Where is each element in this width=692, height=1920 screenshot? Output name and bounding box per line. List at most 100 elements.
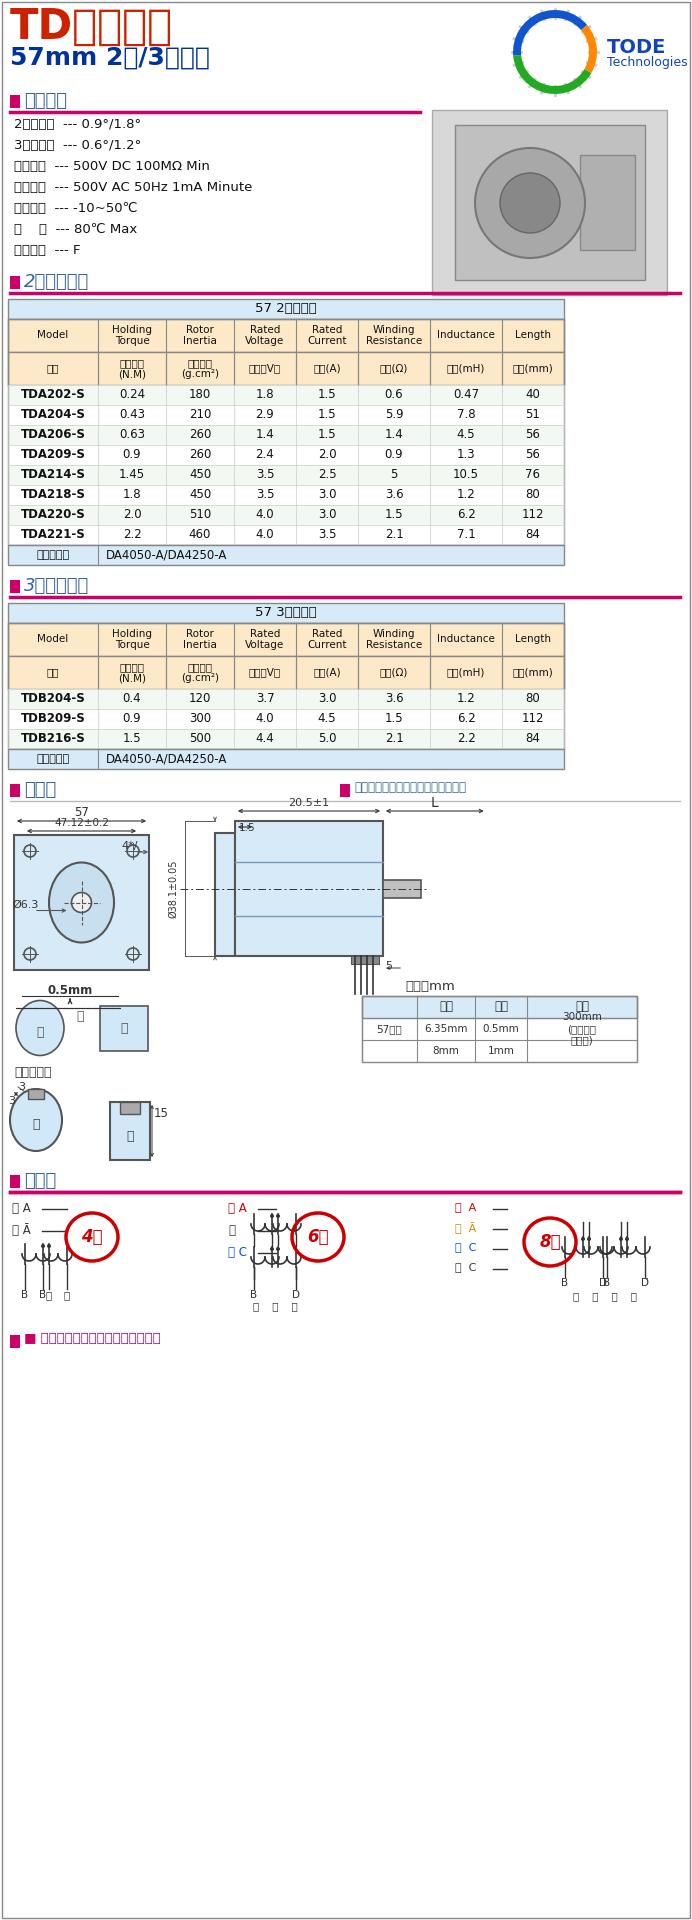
Text: 1.5: 1.5	[318, 409, 336, 422]
Text: 1.3: 1.3	[457, 449, 475, 461]
Text: ■ 具体手册资料可联系销售人员发送: ■ 具体手册资料可联系销售人员发送	[24, 1332, 161, 1346]
Text: 型號: 型號	[47, 668, 60, 678]
Text: 0.4: 0.4	[122, 693, 141, 705]
Text: 510: 510	[189, 509, 211, 522]
Text: 接線圖: 接線圖	[24, 1171, 56, 1190]
Text: B: B	[251, 1290, 257, 1300]
Text: 300mm
(特殊長度
可定制): 300mm (特殊長度 可定制)	[562, 1012, 602, 1046]
Circle shape	[581, 1236, 585, 1240]
Text: 平: 平	[76, 1010, 84, 1023]
Bar	[235, 822, 383, 956]
Text: 溫    升  --- 80℃ Max: 溫 升 --- 80℃ Max	[14, 223, 137, 236]
Text: D̄: D̄	[641, 1279, 649, 1288]
Bar	[120, 1102, 140, 1114]
Bar	[8, 300, 564, 319]
Text: B: B	[561, 1279, 569, 1288]
Text: 黃  Ā: 黃 Ā	[455, 1221, 476, 1235]
Text: 260: 260	[189, 428, 211, 442]
Text: 適配驅動器: 適配驅動器	[37, 549, 70, 561]
Text: Ø6.3: Ø6.3	[12, 899, 38, 910]
Text: 1.5: 1.5	[385, 509, 403, 522]
Text: 電阻(Ω): 電阻(Ω)	[380, 668, 408, 678]
Circle shape	[500, 173, 560, 232]
Bar	[8, 749, 564, 770]
Text: 1.8: 1.8	[255, 388, 274, 401]
Text: 0.63: 0.63	[119, 428, 145, 442]
Text: 7.8: 7.8	[457, 409, 475, 422]
Text: B̄: B̄	[603, 1279, 610, 1288]
Text: 4.5: 4.5	[457, 428, 475, 442]
Text: 1.2: 1.2	[457, 488, 475, 501]
Text: TDA209-S: TDA209-S	[21, 449, 85, 461]
Text: 白: 白	[228, 1225, 235, 1236]
Bar	[362, 996, 637, 1062]
Text: 黑  C: 黑 C	[455, 1261, 476, 1271]
Text: 5: 5	[385, 962, 392, 972]
Text: Rated
Voltage: Rated Voltage	[246, 324, 284, 346]
Text: 6.2: 6.2	[457, 509, 475, 522]
Text: 1mm: 1mm	[488, 1046, 514, 1056]
Bar	[8, 405, 564, 424]
Text: 2.0: 2.0	[318, 449, 336, 461]
Text: 電阻(Ω): 電阻(Ω)	[380, 363, 408, 374]
Bar	[8, 505, 564, 524]
Text: 0.47: 0.47	[453, 388, 479, 401]
Text: Inductance: Inductance	[437, 634, 495, 645]
Text: 40: 40	[525, 388, 540, 401]
Text: 2.1: 2.1	[385, 733, 403, 745]
Text: 10.5: 10.5	[453, 468, 479, 482]
Bar	[8, 351, 564, 386]
Text: 軸: 軸	[36, 1025, 44, 1039]
Text: Model: Model	[37, 330, 69, 340]
Text: Ø38.1±0.05: Ø38.1±0.05	[168, 860, 178, 918]
Circle shape	[625, 1236, 629, 1240]
Text: 3.7: 3.7	[255, 693, 274, 705]
Text: TDA221-S: TDA221-S	[21, 528, 85, 541]
Bar	[455, 125, 645, 280]
Text: 1.5: 1.5	[385, 712, 403, 726]
Text: 6.35mm: 6.35mm	[424, 1023, 468, 1035]
Text: D: D	[599, 1279, 607, 1288]
Text: 單位：mm: 單位：mm	[405, 979, 455, 993]
Wedge shape	[581, 25, 597, 73]
Text: TDB204-S: TDB204-S	[21, 693, 85, 705]
Text: 電感(mH): 電感(mH)	[447, 668, 485, 678]
Text: TDA202-S: TDA202-S	[21, 388, 85, 401]
Text: 1.8: 1.8	[122, 488, 141, 501]
Text: 1.5: 1.5	[318, 428, 336, 442]
Bar	[383, 879, 421, 897]
Text: 260: 260	[189, 449, 211, 461]
Circle shape	[475, 148, 585, 257]
Text: 4.0: 4.0	[255, 528, 274, 541]
Text: TDB216-S: TDB216-S	[21, 733, 85, 745]
Text: 5: 5	[390, 468, 398, 482]
Text: TDB209-S: TDB209-S	[21, 712, 85, 726]
Text: D: D	[292, 1290, 300, 1300]
Text: 57 2相步电机: 57 2相步电机	[255, 303, 317, 315]
Text: 112: 112	[522, 712, 544, 726]
Text: 電壓（V）: 電壓（V）	[249, 363, 281, 374]
Text: 電壓（V）: 電壓（V）	[249, 668, 281, 678]
Bar	[8, 424, 564, 445]
Text: 白: 白	[46, 1290, 52, 1300]
Text: 57 3相步电机: 57 3相步电机	[255, 607, 317, 620]
Bar	[8, 545, 564, 564]
Wedge shape	[513, 56, 592, 94]
Text: Length: Length	[515, 330, 551, 340]
Text: 0.9: 0.9	[122, 449, 141, 461]
Text: 3.0: 3.0	[318, 693, 336, 705]
Text: Model: Model	[37, 634, 69, 645]
Circle shape	[47, 1244, 51, 1248]
Text: 57mm 2相/3相電機: 57mm 2相/3相電機	[10, 46, 210, 69]
Text: B: B	[21, 1290, 28, 1300]
Text: 20.5±1: 20.5±1	[289, 799, 329, 808]
Text: 紅 A: 紅 A	[228, 1202, 247, 1215]
Text: 尺寸圖: 尺寸圖	[24, 781, 56, 799]
Bar	[351, 956, 379, 964]
Text: TDA214-S: TDA214-S	[21, 468, 85, 482]
Bar	[432, 109, 667, 296]
Text: 黑    黃    綠: 黑 黃 綠	[253, 1302, 298, 1311]
Bar	[100, 1006, 148, 1050]
Text: 1.5: 1.5	[318, 388, 336, 401]
Text: 保持力矩
(N.M): 保持力矩 (N.M)	[118, 357, 146, 380]
